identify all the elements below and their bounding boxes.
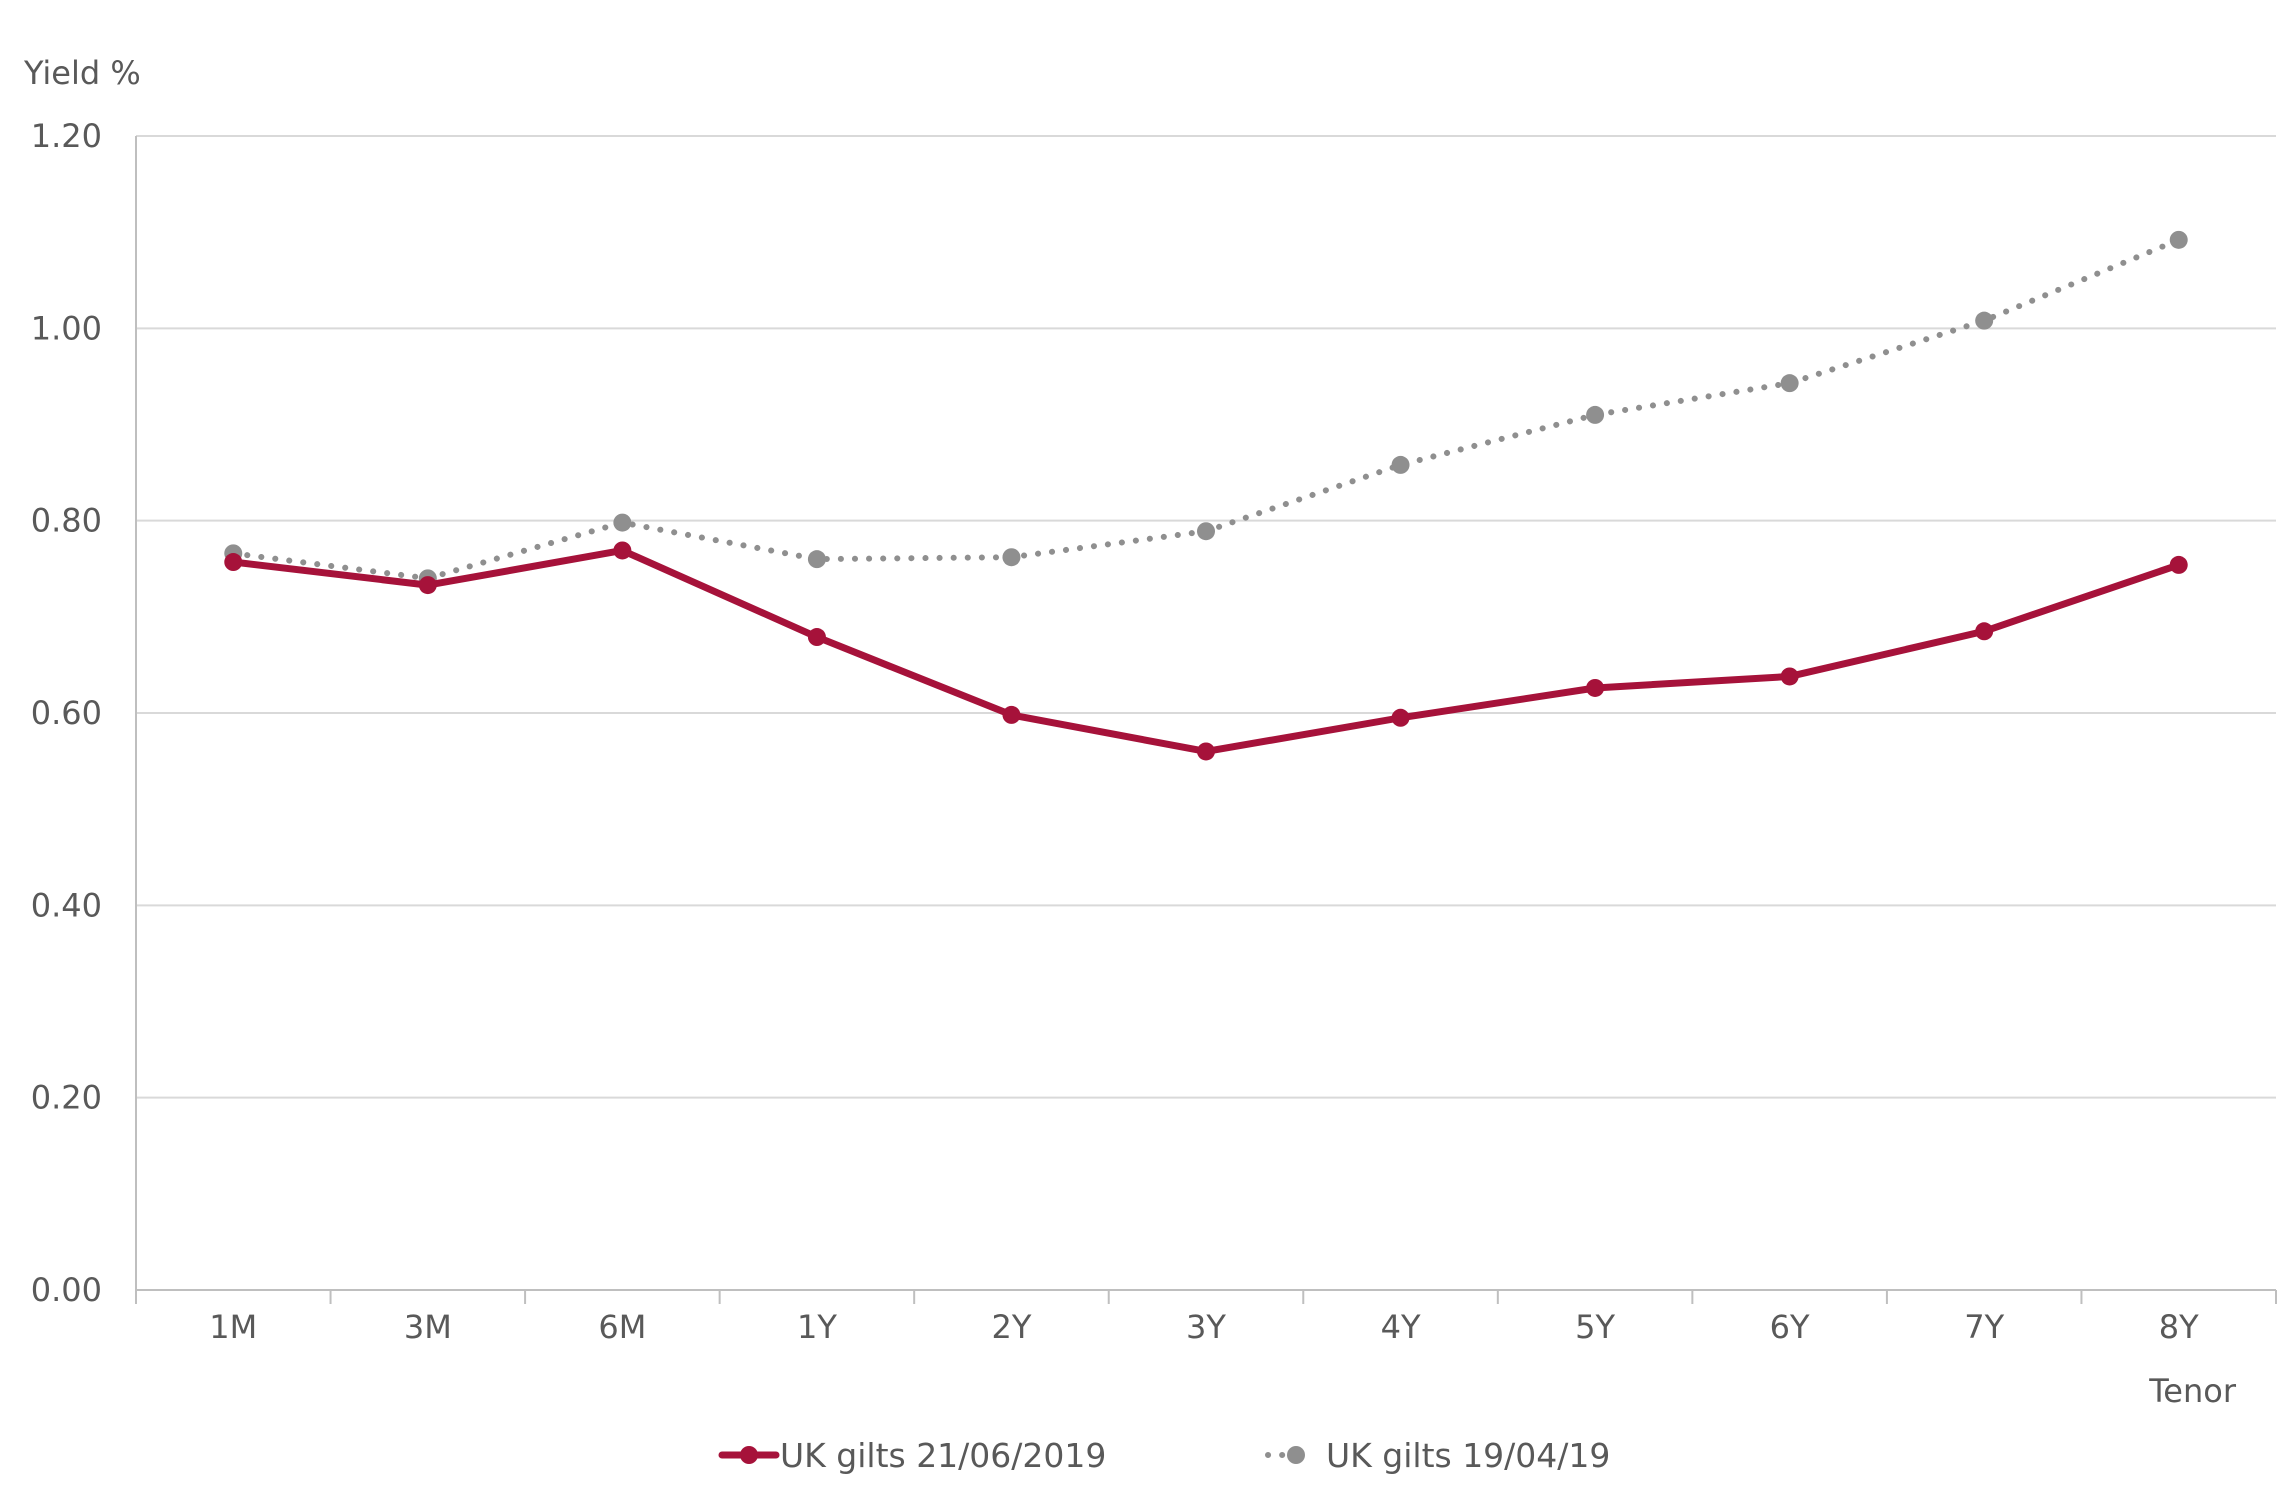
x-tick-label: 6Y	[1770, 1308, 1810, 1346]
y-tick-label: 0.40	[31, 886, 102, 924]
x-tick-label: 1M	[209, 1308, 257, 1346]
data-point-0	[807, 628, 826, 647]
data-point-1	[1975, 311, 1994, 330]
legend-label: UK gilts 21/06/2019	[780, 1436, 1106, 1475]
x-tick-label: 5Y	[1575, 1308, 1615, 1346]
y-tick-label: 0.20	[31, 1079, 102, 1117]
data-point-0	[1391, 708, 1410, 727]
y-tick-label: 0.60	[31, 694, 102, 732]
data-point-1	[1391, 455, 1410, 474]
x-tick-label: 3Y	[1186, 1308, 1226, 1346]
y-tick-label: 0.80	[31, 502, 102, 540]
data-point-1	[613, 513, 632, 532]
x-axis-title: Tenor	[2148, 1372, 2237, 1410]
data-point-1	[1586, 405, 1605, 424]
data-point-0	[1002, 705, 1021, 724]
y-tick-label: 1.00	[31, 309, 102, 347]
data-point-1	[1002, 548, 1021, 567]
data-point-0	[224, 553, 243, 572]
data-point-1	[807, 550, 826, 569]
data-point-0	[613, 541, 632, 560]
data-point-0	[1197, 742, 1215, 761]
data-point-0	[1780, 667, 1799, 686]
x-tick-label: 8Y	[2159, 1308, 2199, 1346]
data-point-1	[2169, 230, 2188, 249]
legend-swatch-marker	[1287, 1446, 1305, 1464]
x-tick-label: 2Y	[992, 1308, 1032, 1346]
x-tick-label: 3M	[404, 1308, 452, 1346]
x-tick-label: 7Y	[1964, 1308, 2004, 1346]
legend-label: UK gilts 19/04/19	[1326, 1436, 1610, 1475]
x-tick-label: 6M	[598, 1308, 646, 1346]
y-axis-title: Yield %	[23, 54, 141, 92]
x-tick-label: 4Y	[1381, 1308, 1421, 1346]
data-point-0	[2169, 555, 2188, 574]
data-point-0	[418, 576, 437, 595]
data-point-0	[1975, 622, 1994, 641]
y-tick-label: 0.00	[31, 1271, 102, 1309]
legend-swatch-marker	[740, 1446, 758, 1464]
data-point-1	[1780, 374, 1799, 393]
y-tick-label: 1.20	[31, 117, 102, 155]
series-line-0	[229, 546, 2183, 755]
data-point-1	[1197, 522, 1215, 541]
data-point-0	[1586, 678, 1605, 697]
x-tick-label: 1Y	[797, 1308, 837, 1346]
